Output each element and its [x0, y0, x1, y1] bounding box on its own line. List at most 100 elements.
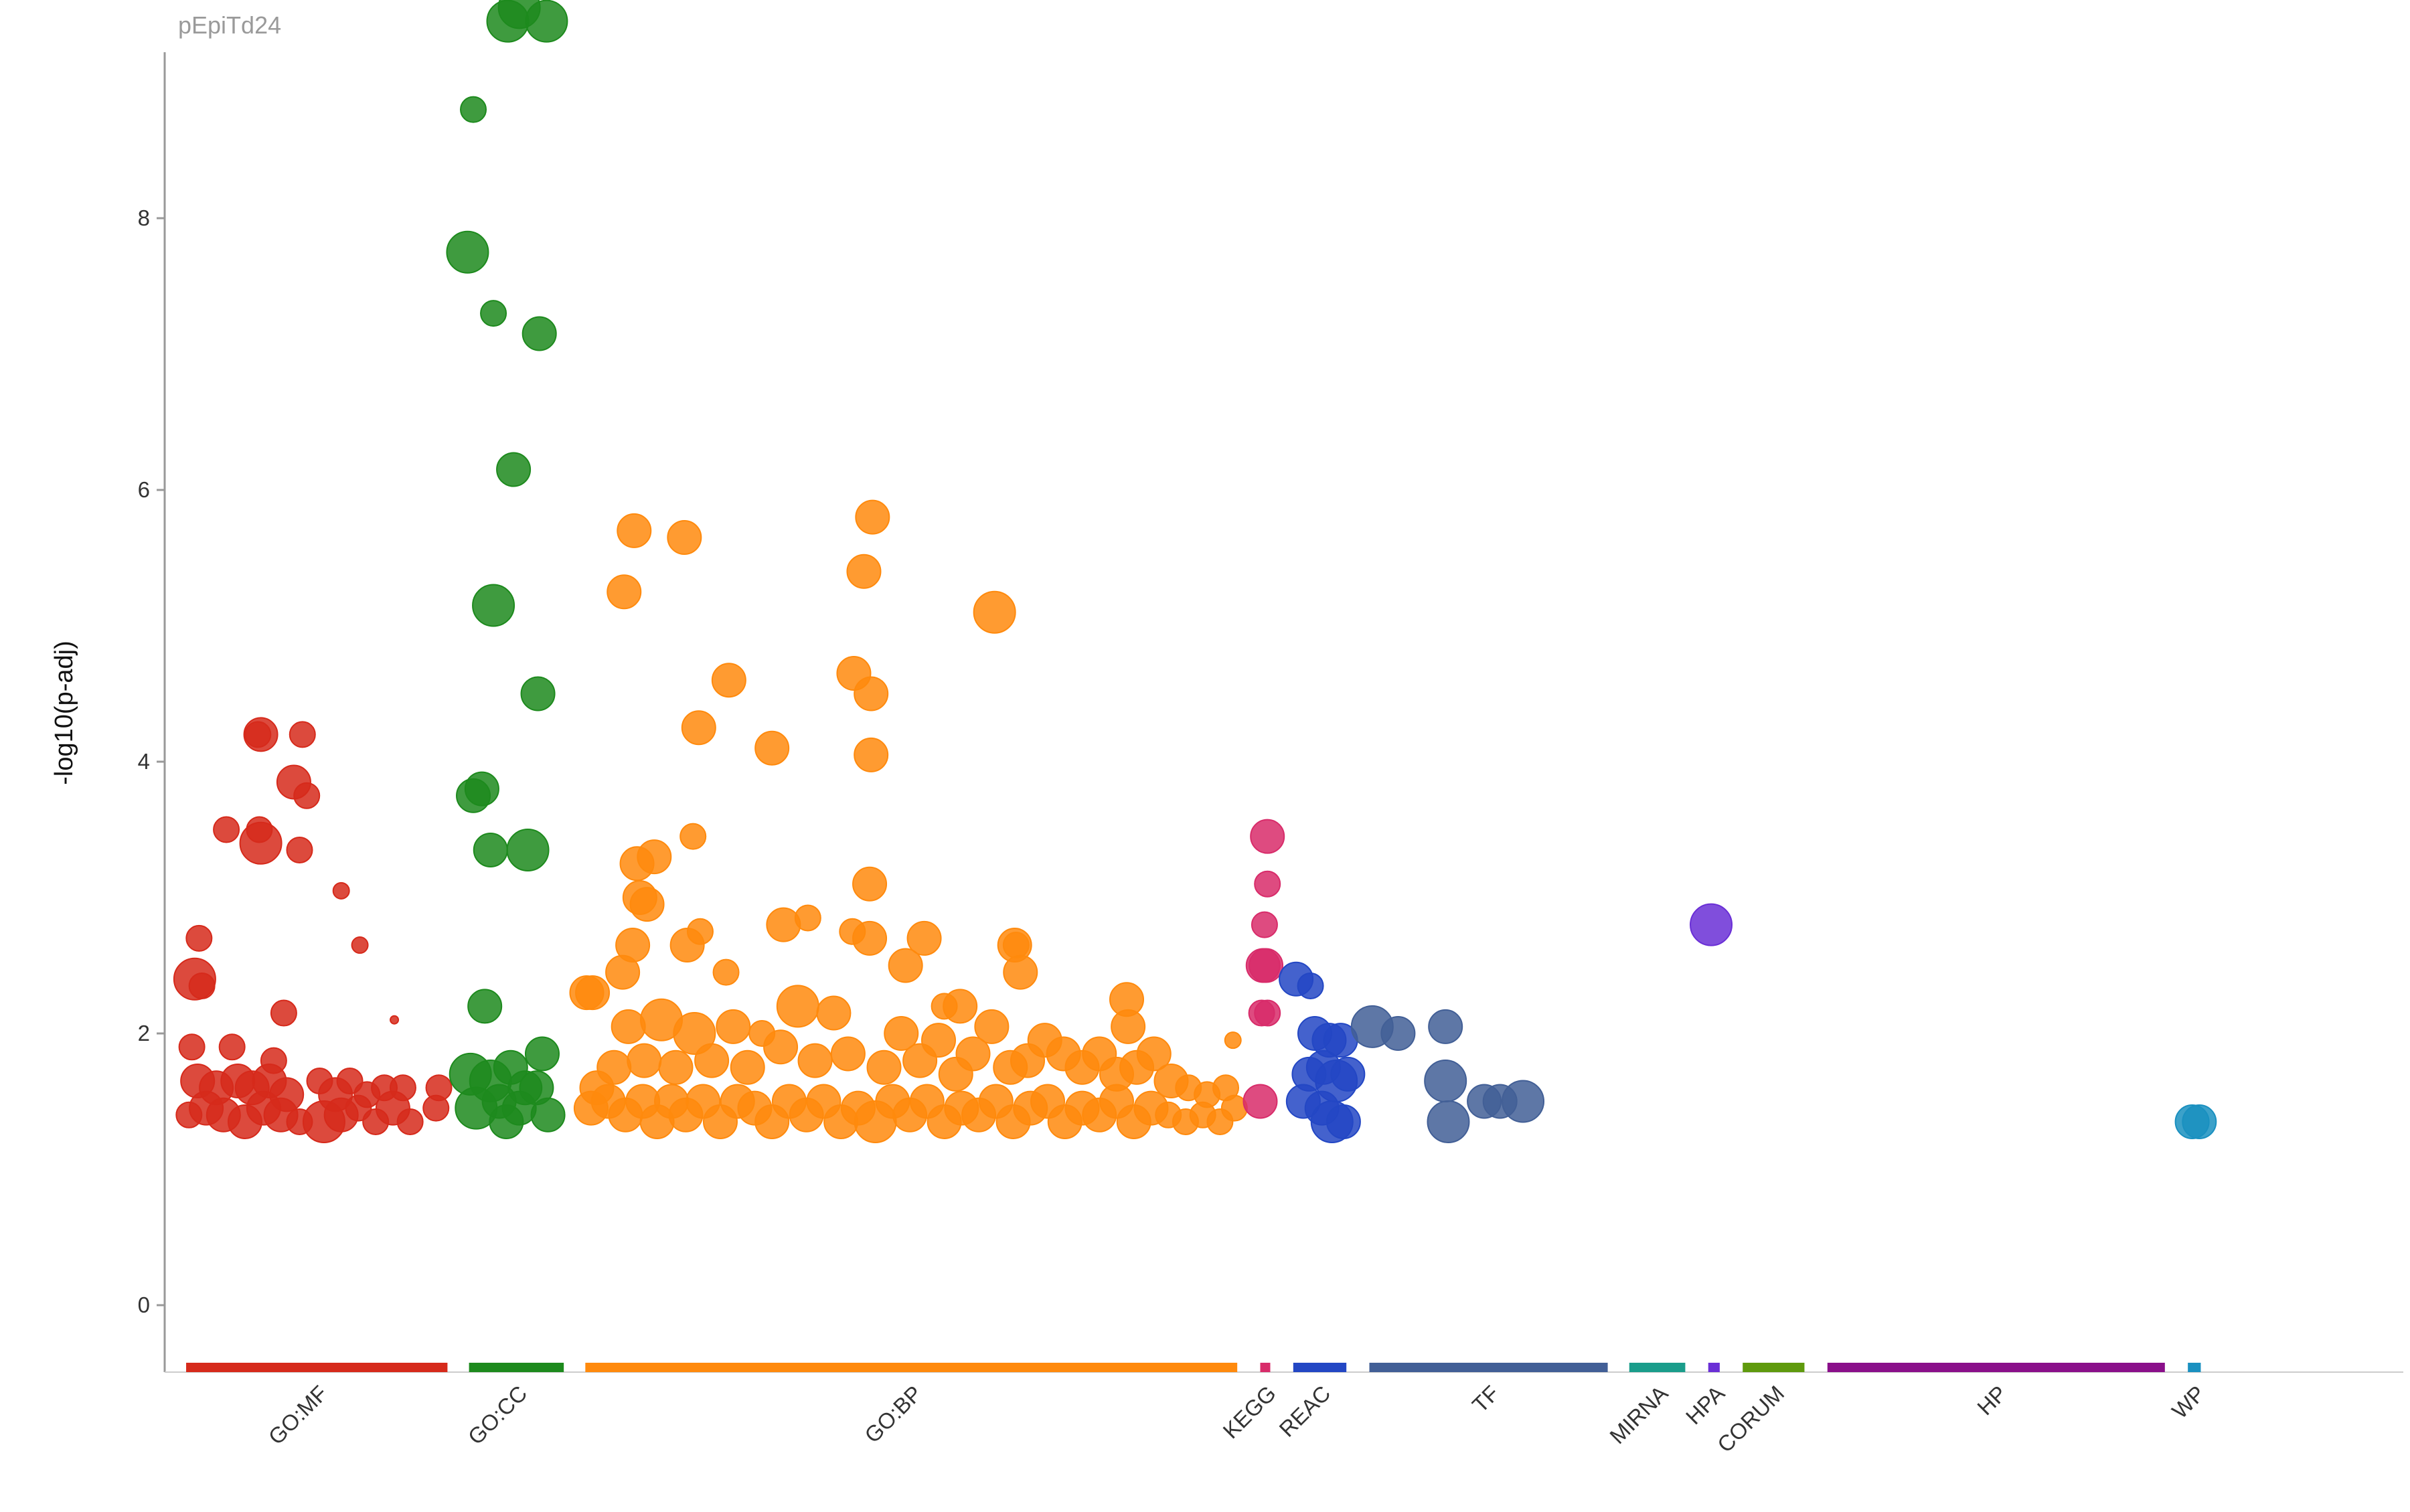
data-point — [629, 887, 665, 922]
data-point — [530, 1097, 566, 1132]
category-label: GO:CC — [463, 1381, 532, 1450]
data-point — [1502, 1080, 1545, 1123]
data-point — [852, 920, 888, 956]
data-point — [854, 737, 889, 772]
data-point — [854, 676, 889, 711]
category-label: WP — [2167, 1381, 2210, 1424]
data-point — [390, 1015, 400, 1025]
category-bar — [1629, 1363, 1686, 1372]
data-point — [955, 1036, 991, 1072]
category-bar — [1369, 1363, 1608, 1372]
data-point — [1002, 932, 1030, 959]
data-point — [293, 782, 321, 809]
data-point — [730, 1049, 765, 1085]
data-point — [596, 1049, 632, 1085]
data-point — [1245, 948, 1281, 983]
category-label: TF — [1467, 1381, 1504, 1418]
data-point — [472, 584, 515, 627]
data-point — [679, 823, 707, 850]
data-point — [974, 1009, 1010, 1044]
category-bar — [585, 1363, 1238, 1372]
data-point — [766, 907, 801, 942]
category-label: REAC — [1274, 1381, 1335, 1442]
category-label: HP — [1972, 1381, 2012, 1420]
data-point — [830, 1036, 866, 1072]
data-point — [218, 1033, 246, 1061]
data-point — [658, 1049, 694, 1085]
data-point — [611, 1009, 646, 1044]
data-point — [244, 721, 272, 748]
data-point — [712, 958, 740, 986]
data-point — [1248, 999, 1275, 1027]
y-axis: 02468101214>16 — [138, 52, 166, 1372]
data-point — [270, 999, 297, 1027]
data-point — [906, 920, 942, 956]
data-point — [943, 989, 978, 1024]
data-point — [489, 1104, 524, 1139]
data-point — [496, 452, 532, 487]
data-point — [776, 985, 819, 1028]
data-point — [716, 1009, 751, 1044]
y-tick-label: 6 — [138, 477, 150, 502]
data-point — [763, 1029, 799, 1065]
category-bar — [469, 1363, 564, 1372]
category-bar — [186, 1363, 448, 1372]
data-point — [1254, 870, 1281, 898]
data-point — [286, 836, 313, 863]
data-point — [467, 989, 503, 1024]
data-point — [711, 663, 746, 698]
data-point — [617, 513, 652, 548]
data-point — [627, 1043, 662, 1078]
data-point — [289, 721, 316, 748]
data-point — [1136, 1036, 1172, 1072]
data-point — [1224, 1031, 1242, 1049]
data-point — [506, 828, 550, 871]
data-point — [605, 954, 641, 990]
category-bar — [1708, 1363, 1720, 1372]
category-bar — [1293, 1363, 1347, 1372]
data-point — [754, 730, 790, 766]
data-point — [521, 316, 557, 351]
category-bar — [2188, 1363, 2201, 1372]
data-point — [1427, 1100, 1470, 1143]
data-point — [1424, 1060, 1467, 1103]
data-point — [460, 96, 487, 123]
data-point — [575, 975, 611, 1011]
y-tick-label: 0 — [138, 1292, 150, 1317]
data-point — [884, 1016, 919, 1051]
data-point — [1003, 954, 1038, 990]
data-point — [866, 1049, 902, 1085]
data-point — [681, 710, 716, 746]
data-point — [852, 866, 888, 902]
data-point — [607, 574, 642, 610]
data-point — [213, 816, 240, 843]
data-point — [525, 0, 568, 43]
data-point — [619, 846, 655, 881]
data-point — [846, 554, 882, 589]
data-point — [667, 520, 702, 556]
data-point — [1250, 819, 1285, 854]
data-point — [673, 1012, 716, 1055]
category-label: MIRNA — [1605, 1381, 1672, 1448]
data-point — [973, 590, 1016, 634]
category-label: GO:BP — [860, 1381, 927, 1448]
category-bar — [1260, 1363, 1271, 1372]
category-label: CORUM — [1712, 1381, 1789, 1457]
points-layer — [173, 0, 2217, 1143]
data-point — [332, 881, 350, 900]
category-label: GO:MF — [264, 1381, 333, 1450]
data-point — [178, 1033, 206, 1061]
data-point — [486, 0, 530, 43]
data-point — [188, 972, 216, 999]
data-point — [396, 1108, 424, 1135]
data-point — [480, 300, 507, 327]
data-point — [422, 1094, 450, 1122]
data-point — [185, 924, 213, 952]
data-point — [797, 1043, 833, 1078]
data-point — [1297, 972, 1324, 999]
y-tick-label: 2 — [138, 1021, 150, 1045]
data-point — [1326, 1104, 1361, 1139]
